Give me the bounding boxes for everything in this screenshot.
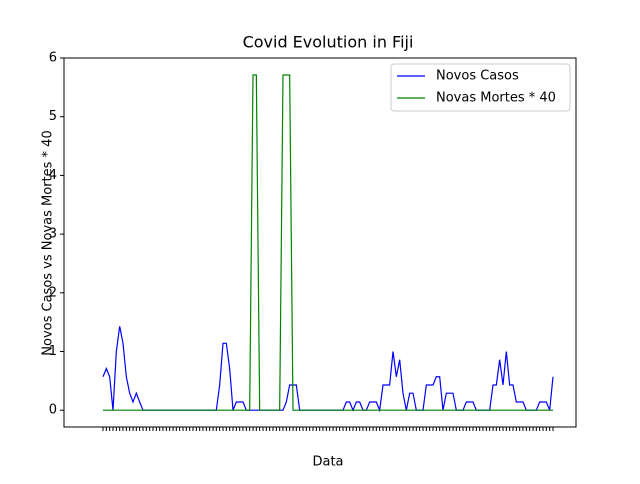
y-tick-label: 2 [49, 285, 57, 300]
chart-title: Covid Evolution in Fiji [243, 33, 414, 52]
legend-label: Novos Casos [436, 69, 519, 84]
plot-frame [63, 57, 577, 428]
y-tick-label: 5 [49, 109, 57, 124]
legend-label: Novas Mortes * 40 [436, 91, 556, 106]
y-tick-label: 6 [49, 51, 57, 66]
y-tick-label: 3 [49, 227, 57, 242]
x-axis-label: Data [312, 455, 343, 470]
legend-box [390, 63, 571, 112]
y-tick-label: 1 [49, 344, 57, 359]
data-line [103, 74, 553, 411]
y-axis-label: Novos Casos vs Novas Mortes * 40 [41, 130, 56, 355]
y-tick-label: 0 [49, 403, 57, 418]
legend: Novos Casos Novas Mortes * 40 [390, 63, 571, 112]
y-tick-label: 4 [49, 168, 57, 183]
